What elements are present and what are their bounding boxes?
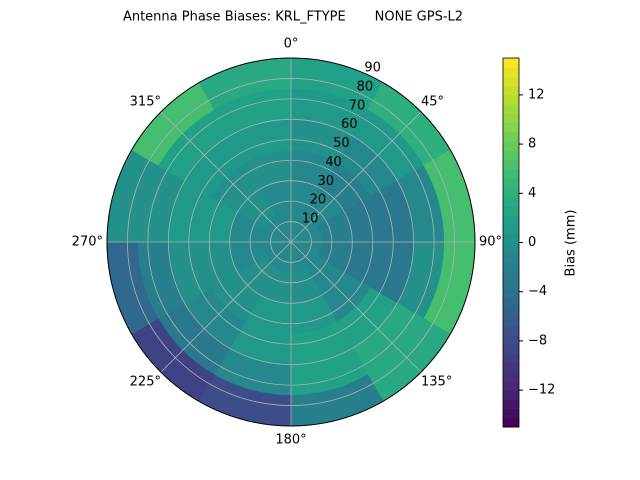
colorbar-level bbox=[503, 334, 519, 345]
theta-tick-label: 225° bbox=[130, 375, 161, 390]
theta-tick-label: 90° bbox=[479, 235, 502, 250]
colorbar-level bbox=[503, 390, 519, 400]
colorbar-level bbox=[503, 58, 519, 68]
colorbar-level bbox=[503, 288, 519, 299]
colorbar-level bbox=[503, 362, 519, 373]
colorbar-level bbox=[503, 242, 519, 253]
colorbar-level bbox=[503, 196, 519, 207]
chart-title: Antenna Phase Biases: KRL_FTYPE NONE GPS… bbox=[123, 10, 463, 25]
colorbar-level bbox=[503, 122, 519, 133]
colorbar-level bbox=[503, 343, 519, 354]
colorbar-level bbox=[503, 131, 519, 142]
colorbar-level bbox=[503, 297, 519, 308]
colorbar-level bbox=[503, 214, 519, 225]
r-tick-label: 20 bbox=[310, 193, 327, 208]
colorbar-level bbox=[503, 380, 519, 391]
colorbar-level bbox=[503, 233, 519, 243]
colorbar-level bbox=[503, 260, 519, 271]
colorbar-tick-label: 4 bbox=[528, 186, 536, 201]
colorbar-level bbox=[503, 104, 519, 114]
theta-tick-label: 270° bbox=[72, 235, 103, 250]
colorbar-level bbox=[503, 399, 519, 410]
colorbar-level bbox=[503, 150, 519, 160]
polar-frame bbox=[106, 57, 476, 427]
r-tick-label: 80 bbox=[357, 79, 374, 94]
angular-grid bbox=[290, 241, 422, 373]
colorbar-tick-label: −4 bbox=[528, 284, 547, 299]
angular-grid bbox=[160, 111, 292, 243]
colorbar-level bbox=[503, 408, 519, 419]
angular-grid bbox=[290, 111, 422, 243]
colorbar-level bbox=[503, 417, 519, 428]
colorbar-level bbox=[503, 371, 519, 382]
colorbar-level bbox=[503, 205, 519, 216]
colorbar-tick-label: 0 bbox=[528, 235, 536, 250]
colorbar-tick-label: 8 bbox=[528, 137, 536, 152]
colorbar-level bbox=[503, 159, 519, 170]
r-tick-label: 30 bbox=[317, 174, 334, 189]
colorbar-level bbox=[503, 177, 519, 188]
colorbar-tick-label: −8 bbox=[528, 333, 547, 348]
colorbar-level bbox=[503, 251, 519, 262]
colorbar-level bbox=[503, 353, 519, 363]
r-tick-label: 10 bbox=[302, 212, 319, 227]
colorbar-level bbox=[503, 325, 519, 336]
r-tick-label: 90 bbox=[364, 61, 381, 76]
theta-tick-label: 45° bbox=[421, 94, 444, 109]
theta-tick-label: 180° bbox=[275, 433, 306, 448]
r-tick-label: 40 bbox=[325, 155, 342, 170]
theta-tick-label: 315° bbox=[130, 94, 161, 109]
colorbar-level bbox=[503, 270, 519, 280]
colorbar-label: Bias (mm) bbox=[564, 210, 579, 277]
colorbar-level bbox=[503, 141, 519, 151]
r-tick-label: 50 bbox=[333, 136, 350, 151]
theta-tick-label: 0° bbox=[284, 37, 299, 52]
colorbar-level bbox=[503, 316, 519, 327]
colorbar-tick-label: −12 bbox=[528, 383, 555, 398]
colorbar-level bbox=[503, 307, 519, 317]
colorbar-level bbox=[503, 279, 519, 290]
colorbar-level bbox=[503, 76, 519, 87]
colorbar-level bbox=[503, 85, 519, 96]
colorbar-level bbox=[503, 224, 519, 234]
colorbar-level bbox=[503, 67, 519, 77]
theta-tick-label: 135° bbox=[421, 375, 452, 390]
colorbar-tick-label: 12 bbox=[528, 87, 545, 102]
r-tick-label: 60 bbox=[341, 117, 358, 132]
angular-grid bbox=[160, 241, 292, 373]
r-tick-label: 70 bbox=[349, 98, 366, 113]
colorbar-level bbox=[503, 168, 519, 179]
colorbar-level bbox=[503, 94, 519, 105]
colorbar-level bbox=[503, 187, 519, 197]
colorbar-level bbox=[503, 113, 519, 124]
